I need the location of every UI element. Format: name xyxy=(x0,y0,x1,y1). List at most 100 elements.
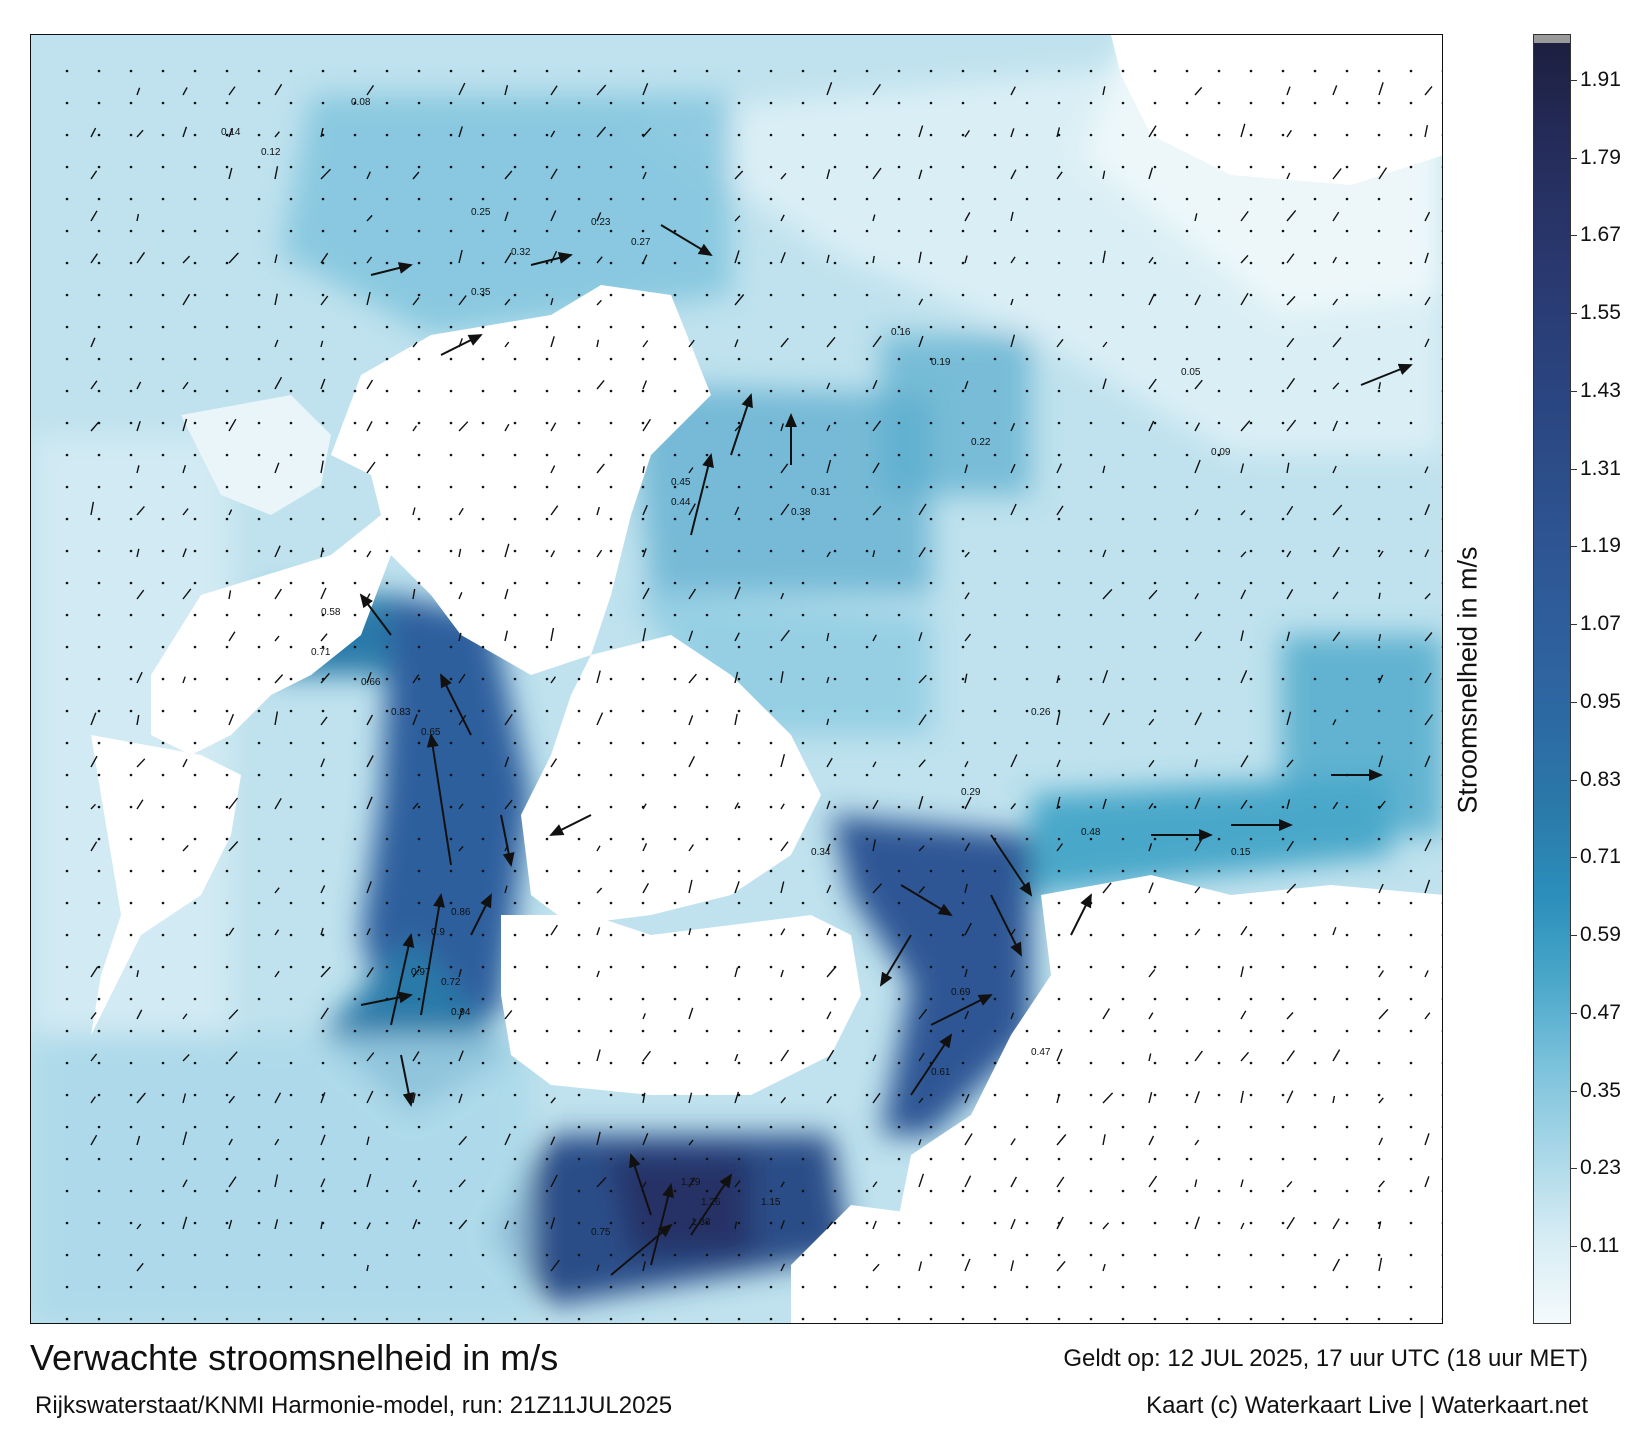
current-arrow xyxy=(1378,883,1384,894)
current-arrow xyxy=(1378,1180,1385,1188)
grid-dot xyxy=(1153,101,1157,105)
grid-dot xyxy=(65,1221,69,1225)
grid-dot xyxy=(961,1285,965,1289)
grid-dot xyxy=(609,261,613,265)
grid-dot xyxy=(193,357,197,361)
grid-dot xyxy=(193,1125,197,1129)
grid-dot xyxy=(929,837,933,841)
current-arrow xyxy=(596,1264,600,1272)
grid-dot xyxy=(1217,645,1221,649)
grid-dot xyxy=(65,1157,69,1161)
grid-dot xyxy=(1345,805,1349,809)
current-arrow xyxy=(90,380,98,390)
grid-dot xyxy=(1185,325,1189,329)
grid-dot xyxy=(1217,1221,1221,1225)
grid-dot xyxy=(1089,1093,1093,1097)
current-arrow xyxy=(1010,503,1017,516)
current-arrow xyxy=(1332,85,1338,96)
grid-dot xyxy=(65,1093,69,1097)
grid-dot xyxy=(673,229,677,233)
grid-dot xyxy=(897,325,901,329)
current-arrow xyxy=(136,87,141,96)
grid-dot xyxy=(545,1061,549,1065)
current-arrow xyxy=(918,547,926,558)
grid-dot xyxy=(481,485,485,489)
grid-dot xyxy=(225,1317,229,1321)
grid-dot xyxy=(417,1285,421,1289)
grid-dot xyxy=(193,741,197,745)
grid-dot xyxy=(289,261,293,265)
grid-dot xyxy=(897,933,901,937)
grid-dot xyxy=(673,837,677,841)
grid-dot xyxy=(65,485,69,489)
current-arrow xyxy=(458,968,462,978)
current-arrow xyxy=(136,213,140,222)
grid-dot xyxy=(1185,677,1189,681)
grid-dot xyxy=(897,133,901,137)
grid-dot xyxy=(1441,1286,1442,1288)
current-arrow xyxy=(826,1096,833,1104)
grid-dot xyxy=(801,869,805,873)
grid-dot xyxy=(97,1157,101,1161)
grid-dot xyxy=(289,485,293,489)
colorbar-tick-mark xyxy=(1571,546,1577,548)
current-arrow xyxy=(550,336,555,348)
current-arrow xyxy=(228,128,233,138)
current-arrow xyxy=(1056,675,1060,684)
grid-dot xyxy=(897,101,901,105)
grid-dot xyxy=(481,293,485,297)
grid-dot xyxy=(641,581,645,585)
grid-dot xyxy=(161,869,165,873)
grid-dot xyxy=(545,389,549,393)
colorbar-tick-label: 0.71 xyxy=(1580,845,1621,869)
current-arrow xyxy=(366,171,371,180)
grid-dot xyxy=(609,133,613,137)
current-arrow xyxy=(504,844,509,852)
grid-dot xyxy=(353,1157,357,1161)
grid-dot xyxy=(257,1189,261,1193)
grid-dot xyxy=(1089,165,1093,169)
grid-dot xyxy=(449,101,453,105)
grid-dot xyxy=(897,677,901,681)
grid-dot xyxy=(641,933,645,937)
grid-dot xyxy=(449,709,453,713)
current-arrow xyxy=(228,252,239,264)
grid-dot xyxy=(1249,1125,1253,1129)
grid-dot xyxy=(577,1221,581,1225)
grid-dot xyxy=(129,1285,133,1289)
current-arrow xyxy=(1424,211,1431,222)
current-arrow xyxy=(366,1222,371,1230)
grid-dot xyxy=(1409,1157,1413,1161)
grid-dot xyxy=(1121,197,1125,201)
grid-dot xyxy=(289,613,293,617)
current-arrow xyxy=(1056,171,1063,180)
current-arrow xyxy=(274,83,283,96)
grid-dot xyxy=(1057,837,1061,841)
grid-dot xyxy=(1377,581,1381,585)
grid-dot xyxy=(1441,678,1442,680)
grid-dot xyxy=(129,933,133,937)
grid-dot xyxy=(769,197,773,201)
grid-dot xyxy=(1057,1157,1061,1161)
grid-dot xyxy=(641,741,645,745)
grid-dot xyxy=(1281,165,1285,169)
grid-dot xyxy=(1025,1285,1029,1289)
current-arrow xyxy=(320,633,328,642)
grid-dot xyxy=(801,741,805,745)
grid-dot xyxy=(705,69,709,73)
current-arrow xyxy=(504,423,510,432)
land-masses xyxy=(91,35,1442,1323)
grid-dot xyxy=(801,1221,805,1225)
grid-dot xyxy=(577,709,581,713)
current-arrow xyxy=(642,803,647,810)
current-arrow xyxy=(872,839,876,852)
grid-dot xyxy=(577,517,581,521)
grid-dot xyxy=(65,805,69,809)
grid-dot xyxy=(1057,101,1061,105)
grid-dot xyxy=(97,645,101,649)
grid-dot xyxy=(769,1285,773,1289)
grid-dot xyxy=(673,325,677,329)
current-arrow xyxy=(1102,1092,1114,1104)
grid-dot xyxy=(577,1189,581,1193)
current-arrow xyxy=(320,168,332,180)
